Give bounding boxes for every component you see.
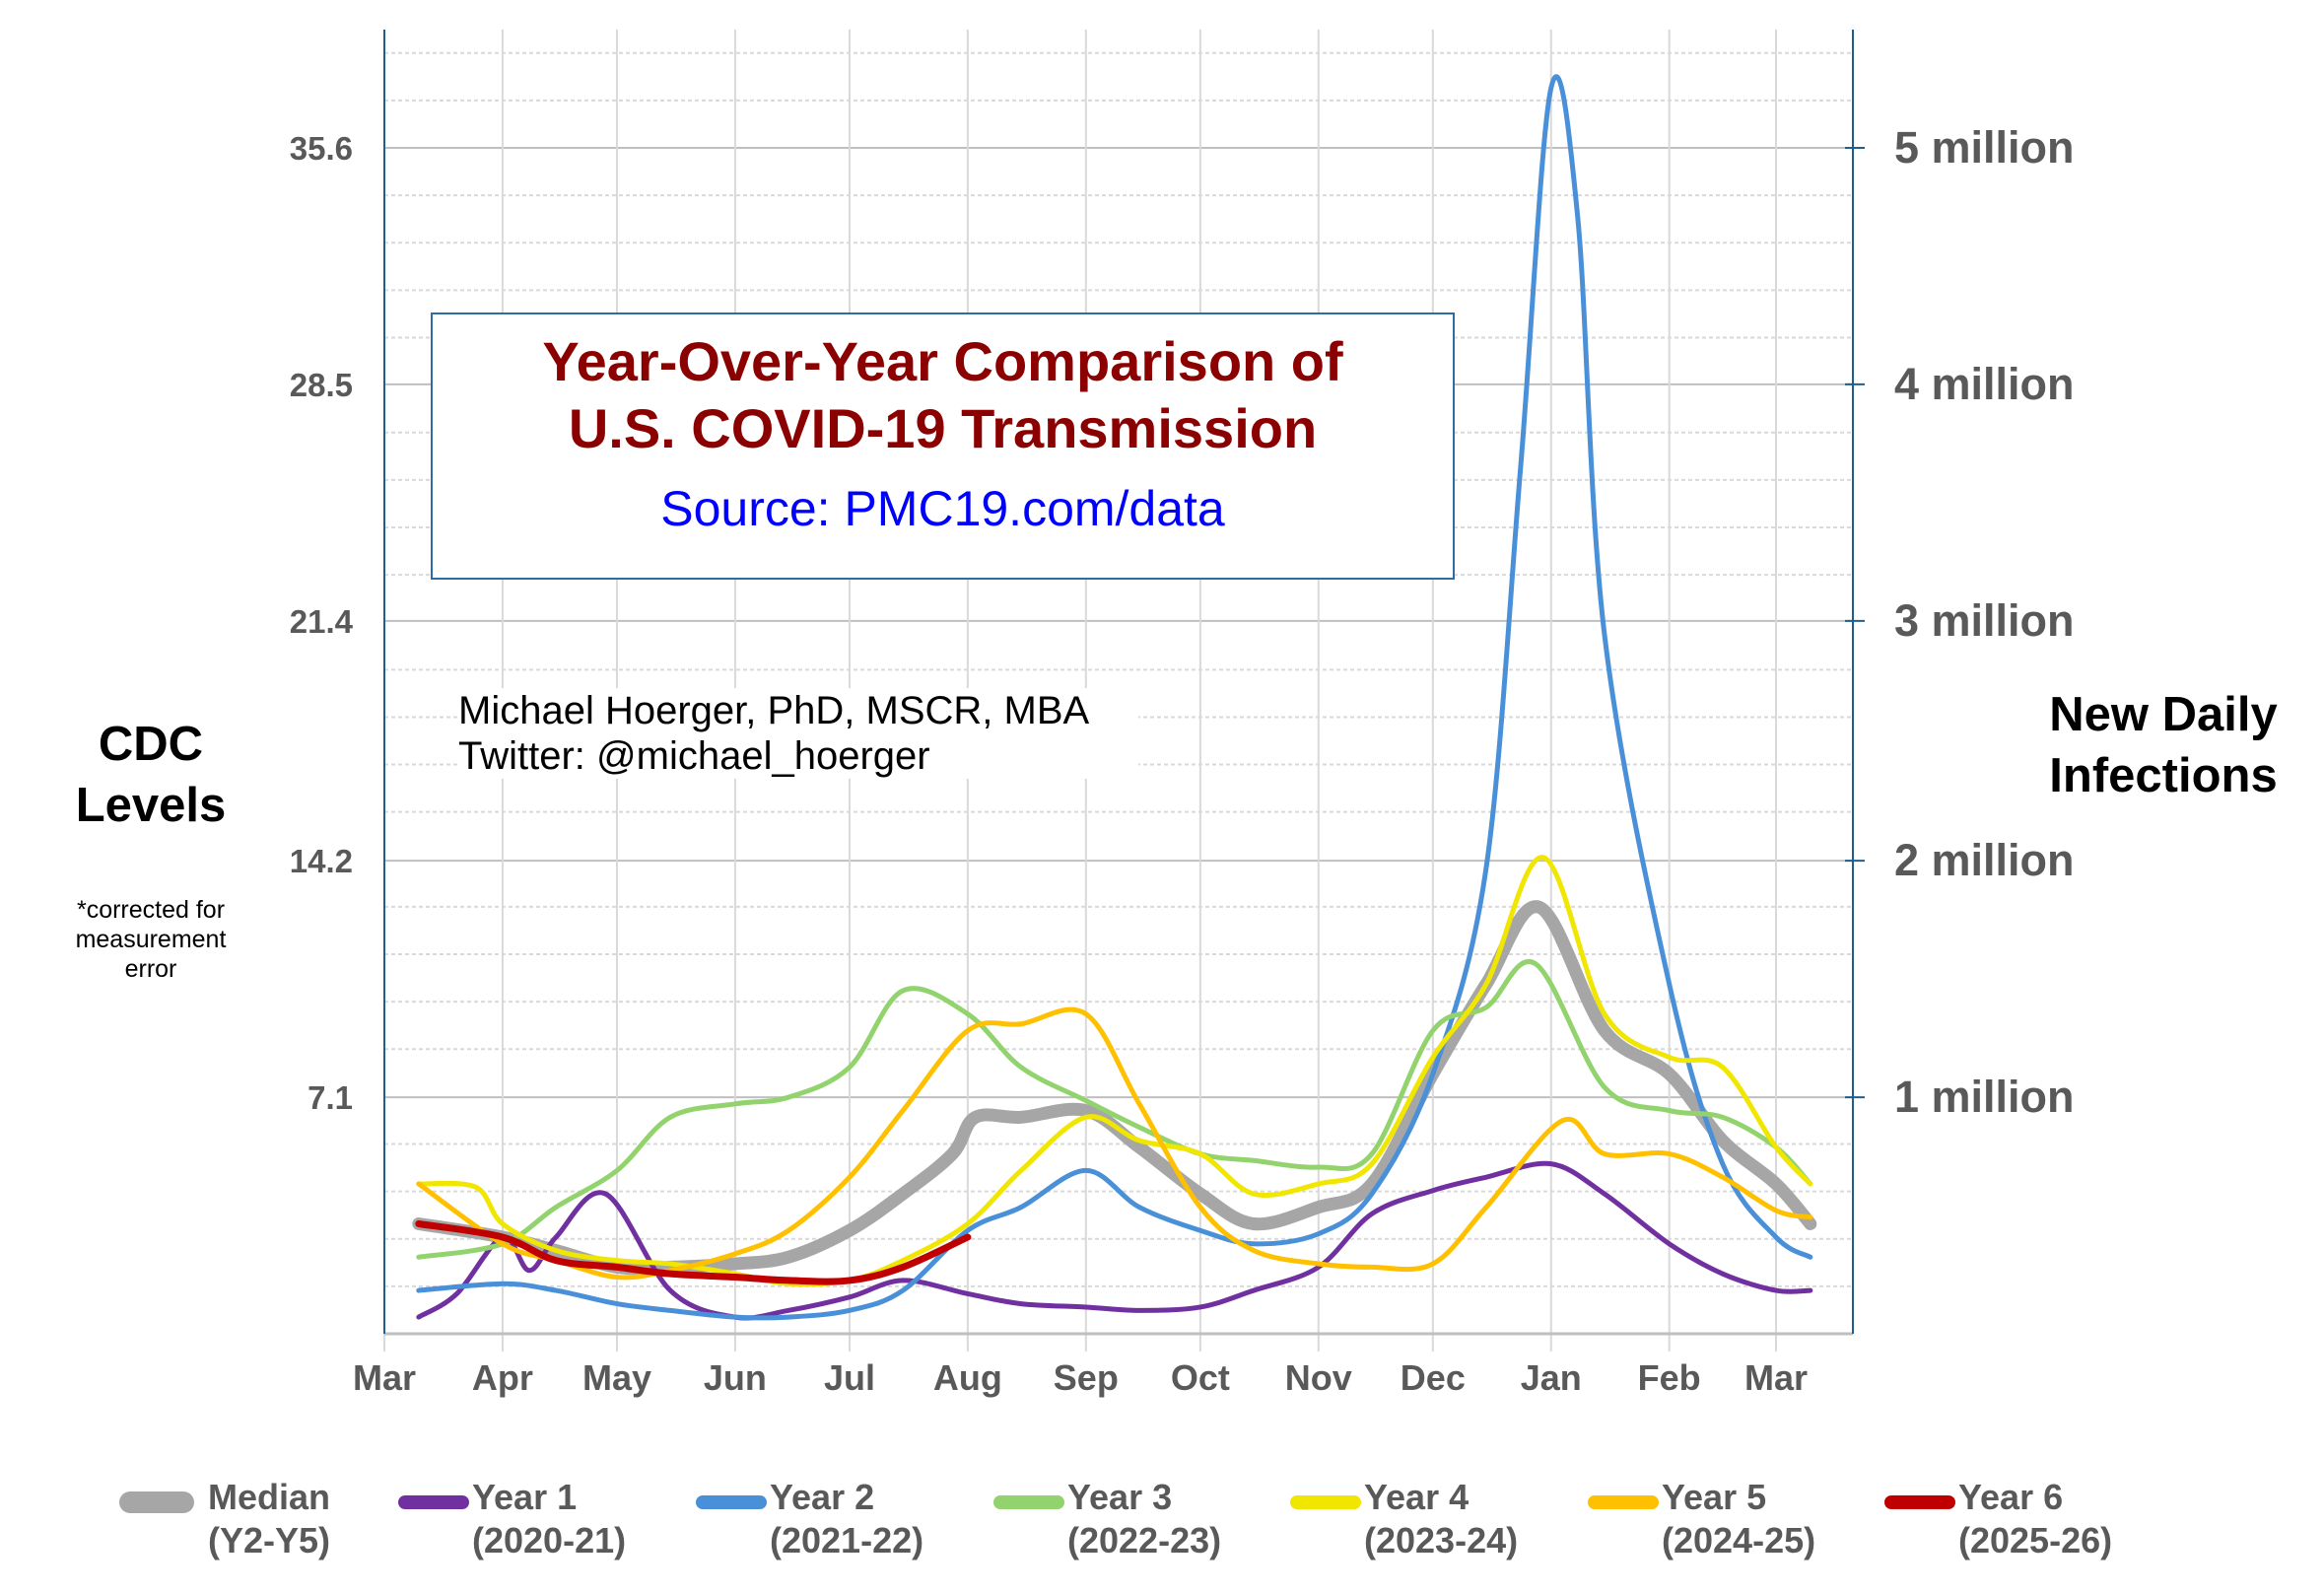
title-line-2: U.S. COVID-19 Transmission xyxy=(568,397,1318,459)
title-box: Year-Over-Year Comparison of U.S. COVID-… xyxy=(431,312,1455,580)
legend-sublabel: (2023-24) xyxy=(1364,1520,1519,1560)
series-line-year-1 xyxy=(416,1160,1813,1321)
tick-labels: 35.6 5 million 28.5 4 million 21.4 3 million 1… xyxy=(290,122,2075,1398)
x-tick-label: May xyxy=(582,1357,651,1398)
x-tick-label: Mar xyxy=(353,1357,416,1398)
legend-sublabel: (2025-26) xyxy=(1958,1520,2113,1560)
left-tick-label: 14.2 xyxy=(290,843,353,879)
right-axis-title-line: Infections xyxy=(2049,749,2278,802)
axes xyxy=(383,30,1865,1336)
legend-item: Year 4 (2023-24) xyxy=(1364,1476,1518,1562)
x-tick-label: Jun xyxy=(704,1357,767,1398)
chart-title: Year-Over-Year Comparison of U.S. COVID-… xyxy=(433,328,1453,462)
legend-swatch xyxy=(119,1491,194,1513)
x-tick-label: Feb xyxy=(1638,1357,1701,1398)
legend-sublabel: (2021-22) xyxy=(770,1520,924,1560)
left-axis-title: CDC Levels xyxy=(39,714,262,836)
x-tick-label: Aug xyxy=(933,1357,1002,1398)
left-axis-title-line: Levels xyxy=(75,779,227,832)
legend-sublabel: (2020-21) xyxy=(472,1520,627,1560)
left-tick-label: 35.6 xyxy=(290,130,353,167)
series-line-year-3 xyxy=(416,959,1813,1260)
legend-label: Year 3 xyxy=(1067,1477,1173,1517)
right-tick-label: 4 million xyxy=(1894,359,2075,409)
legend-item: Median (Y2-Y5) xyxy=(208,1476,330,1562)
legend-sublabel: (2024-25) xyxy=(1662,1520,1816,1560)
legend-swatch xyxy=(993,1495,1064,1509)
note-line: *corrected for xyxy=(76,896,226,924)
note-line: measurement xyxy=(75,926,227,953)
legend-sublabel: (Y2-Y5) xyxy=(208,1520,331,1560)
legend-item: Year 6 (2025-26) xyxy=(1958,1476,2112,1562)
legend-item: Year 5 (2024-25) xyxy=(1662,1476,1815,1562)
legend-label: Year 6 xyxy=(1958,1477,2064,1517)
x-tick-label: Sep xyxy=(1054,1357,1119,1398)
author-twitter: Twitter: @michael_hoerger xyxy=(458,734,930,778)
left-tick-label: 21.4 xyxy=(290,603,354,640)
right-tick-label: 1 million xyxy=(1894,1072,2075,1122)
x-tick-label: Apr xyxy=(472,1357,533,1398)
right-tick-label: 3 million xyxy=(1894,595,2075,646)
right-axis-title-line: New Daily xyxy=(2049,688,2278,741)
left-axis-note: *corrected for measurement error xyxy=(39,895,262,984)
legend-sublabel: (2022-23) xyxy=(1067,1520,1222,1560)
author-credit: Michael Hoerger, PhD, MSCR, MBA Twitter:… xyxy=(458,688,1139,779)
left-tick-label: 28.5 xyxy=(290,367,353,403)
right-tick-label: 2 million xyxy=(1894,835,2075,885)
legend-swatch xyxy=(1290,1495,1361,1509)
legend-item: Year 2 (2021-22) xyxy=(770,1476,923,1562)
legend-label: Median xyxy=(208,1477,331,1517)
series-line-year-2 xyxy=(416,74,1813,1321)
author-name: Michael Hoerger, PhD, MSCR, MBA xyxy=(458,689,1090,732)
x-tick-label: Oct xyxy=(1171,1357,1230,1398)
x-tick-label: Jan xyxy=(1521,1357,1582,1398)
series-line-year-4 xyxy=(416,855,1813,1287)
series-lines xyxy=(412,74,1817,1321)
x-tick-label: Nov xyxy=(1285,1357,1352,1398)
legend-label: Year 2 xyxy=(770,1477,875,1517)
left-tick-label: 7.1 xyxy=(308,1079,353,1116)
series-line-year-6 xyxy=(415,1219,972,1285)
legend-item: Year 3 (2022-23) xyxy=(1067,1476,1221,1562)
legend-label: Year 4 xyxy=(1364,1477,1470,1517)
legend-label: Year 5 xyxy=(1662,1477,1767,1517)
legend-swatch xyxy=(1588,1495,1659,1509)
x-tick-label: Dec xyxy=(1401,1357,1466,1398)
title-line-1: Year-Over-Year Comparison of xyxy=(542,330,1343,392)
x-tick-label: Jul xyxy=(824,1357,875,1398)
legend-item: Year 1 (2020-21) xyxy=(472,1476,626,1562)
right-tick-label: 5 million xyxy=(1894,122,2075,173)
legend-swatch xyxy=(398,1495,469,1509)
note-line: error xyxy=(124,955,177,983)
right-axis-title: New Daily Infections xyxy=(2011,684,2316,806)
source-link[interactable]: Source: PMC19.com/data xyxy=(660,481,1225,536)
x-tick-label: Mar xyxy=(1744,1357,1808,1398)
legend-label: Year 1 xyxy=(472,1477,578,1517)
legend-swatch xyxy=(1884,1495,1955,1509)
left-axis-title-line: CDC xyxy=(98,718,204,771)
legend-swatch xyxy=(696,1495,767,1509)
